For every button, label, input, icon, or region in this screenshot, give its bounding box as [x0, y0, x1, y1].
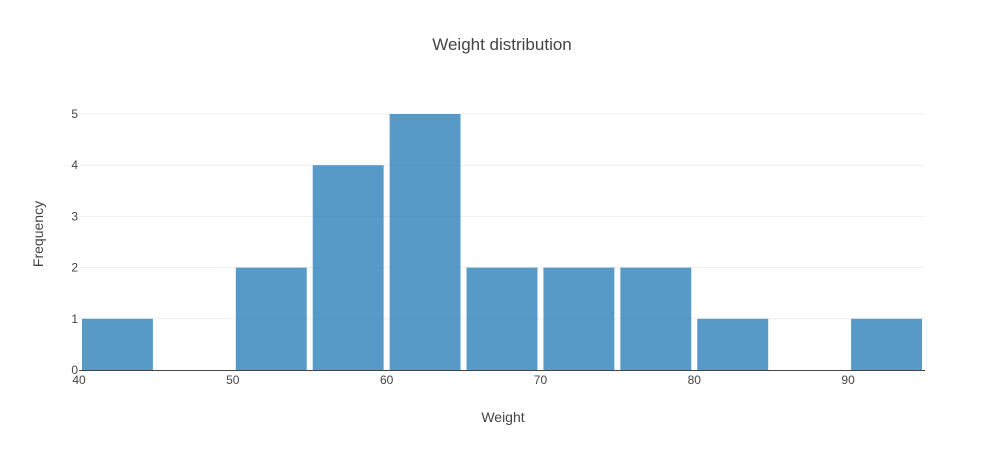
y-tick-label: 1: [71, 312, 78, 326]
histogram-bar-40-45: [82, 318, 153, 370]
x-tick-label: 50: [226, 373, 240, 387]
histogram-bar-60-65: [389, 114, 461, 370]
x-tick-label: 60: [380, 373, 394, 387]
x-tick-label: 40: [72, 373, 86, 387]
histogram-bar-80-85: [697, 318, 769, 370]
histogram-bar-55-60: [312, 165, 384, 370]
x-tick-labels: 40 50 60 70 80 90: [72, 373, 855, 387]
gridlines: [79, 113, 925, 320]
x-tick-label: 70: [534, 373, 548, 387]
histogram-bar-70-75: [543, 267, 615, 370]
x-axis-title: Weight: [481, 409, 524, 425]
histogram-bar-90-95: [851, 318, 922, 370]
chart-title: Weight distribution: [432, 35, 572, 54]
y-tick-label: 5: [71, 107, 78, 121]
x-tick-label: 90: [841, 373, 855, 387]
x-tick-label: 80: [688, 373, 702, 387]
histogram-bar-65-70: [466, 267, 538, 370]
y-tick-label: 4: [71, 158, 78, 172]
histogram-bar-50-55: [235, 267, 307, 370]
bars: [82, 114, 922, 370]
y-axis-title: Frequency: [30, 201, 46, 267]
y-tick-label: 3: [71, 209, 78, 223]
y-tick-label: 0: [71, 363, 78, 377]
histogram-bar-75-80: [620, 267, 692, 370]
y-tick-labels: 0 1 2 3 4 5: [71, 107, 78, 377]
y-tick-label: 2: [71, 261, 78, 275]
